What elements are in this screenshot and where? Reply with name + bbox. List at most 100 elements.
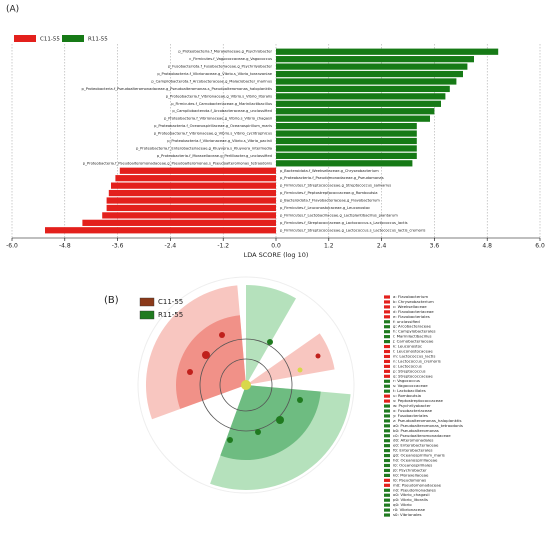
root-node bbox=[241, 380, 251, 390]
key-label: l0: Pseudomonas bbox=[393, 477, 426, 482]
key-swatch bbox=[384, 335, 390, 339]
key-swatch bbox=[384, 379, 390, 383]
key-label: q: Streptococcaceae bbox=[393, 373, 433, 378]
key-label: a0: Pseudoalteromonas_tetraodonis bbox=[393, 423, 463, 428]
bar bbox=[115, 175, 277, 182]
bar bbox=[276, 115, 430, 122]
key-label: q0: Vibrio bbox=[393, 502, 412, 507]
node bbox=[297, 367, 303, 373]
key-swatch bbox=[384, 463, 390, 468]
key-swatch bbox=[384, 349, 390, 354]
key-label: j0: Psychrobacter bbox=[392, 467, 427, 472]
key-swatch bbox=[384, 399, 390, 403]
bar bbox=[276, 160, 413, 167]
category-label: p_Proteobacteria.f_Oceanospirillaceae.g_… bbox=[154, 124, 272, 128]
key-swatch bbox=[384, 344, 390, 349]
key-swatch bbox=[384, 409, 390, 413]
key-swatch bbox=[384, 369, 390, 373]
key-swatch bbox=[384, 359, 390, 364]
key-swatch bbox=[384, 310, 390, 314]
key-label: c0: Pseudoalteromonadaceae bbox=[393, 433, 451, 438]
bar bbox=[276, 63, 468, 70]
bar bbox=[82, 219, 277, 226]
node bbox=[202, 351, 210, 359]
key-swatch bbox=[384, 439, 390, 443]
key-label: m0: Pseudomonadaceae bbox=[393, 482, 442, 487]
x-tick-label: 3.6 bbox=[430, 243, 440, 250]
key-label: a: Flavobacterium bbox=[393, 294, 428, 299]
key-swatch bbox=[384, 498, 390, 502]
key-label: n: Lactococcus_cremoris bbox=[393, 358, 441, 363]
key-swatch bbox=[384, 320, 390, 324]
key-swatch bbox=[384, 305, 390, 309]
bar bbox=[276, 100, 441, 107]
bar bbox=[45, 227, 276, 234]
key-label: o0: Vibrio_chagasii bbox=[393, 492, 430, 497]
category-label: p_Proteobacteria.f_Vibrionaceae.g_Vibrio… bbox=[157, 72, 272, 76]
key-label: l: Leuconostocaceae bbox=[393, 349, 433, 354]
legend-label: R11-55 bbox=[88, 37, 108, 43]
key-label: u: Romboutsia bbox=[393, 393, 422, 398]
key-swatch bbox=[384, 508, 390, 512]
key-label: k0: Moraxellaceae bbox=[393, 472, 429, 477]
key-label: s: Vagococcaceae bbox=[393, 383, 428, 388]
legend-swatch bbox=[62, 35, 84, 42]
bar bbox=[276, 108, 435, 115]
key-swatch bbox=[384, 483, 390, 487]
key-swatch bbox=[384, 488, 390, 492]
key-swatch bbox=[384, 503, 390, 507]
category-label: p_Firmicutes.f_Lactobacillaceae.g_Lactip… bbox=[280, 213, 398, 217]
category-label: c_Firmicutes.f_Vagococcaceae.g_Vagococcu… bbox=[189, 57, 272, 61]
key-swatch bbox=[384, 394, 390, 398]
key-swatch bbox=[384, 429, 390, 433]
bar bbox=[276, 85, 450, 93]
category-label: p_Proteobacteria.f_Vibrionaceae.g_Vibrio… bbox=[166, 94, 272, 98]
x-tick-label: -3.6 bbox=[112, 243, 124, 250]
key-label: f0: Enterobacterales bbox=[393, 448, 433, 453]
category-label: p_Firmicutes.f_Peptostreptococcaceae.g_R… bbox=[280, 191, 378, 195]
category-label: p_Proteobacteria.f_Pseudoalteromonadacea… bbox=[83, 161, 272, 165]
key-label: r: Vagococcus bbox=[393, 378, 420, 383]
category-label: p_Bacteroidota.f_Weeksellaceae.g_Chryseo… bbox=[280, 169, 379, 173]
key-swatch bbox=[384, 340, 390, 344]
key-swatch bbox=[384, 354, 390, 359]
bar bbox=[276, 137, 417, 145]
key-label: d0: Alteromonadales bbox=[393, 438, 433, 443]
clade-sector bbox=[220, 385, 321, 461]
category-label: p_Proteobacteria.f_Vibrionaceae.g_Vibrio… bbox=[154, 132, 272, 136]
key-swatch bbox=[384, 458, 390, 463]
bar bbox=[276, 78, 457, 85]
node bbox=[227, 437, 233, 443]
key-swatch bbox=[384, 493, 390, 497]
category-label: p_Proteobacteria.f_Vibrionaceae.g_Vibrio… bbox=[164, 117, 272, 121]
bar bbox=[276, 145, 417, 152]
node bbox=[187, 369, 193, 375]
panel-label: (A) bbox=[6, 5, 19, 15]
key-swatch bbox=[384, 295, 390, 299]
key-swatch bbox=[384, 453, 390, 458]
category-label: p_Firmicutes.f_Streptococcaceae.g_Lactoc… bbox=[280, 228, 425, 232]
key-swatch bbox=[384, 513, 390, 517]
key-swatch bbox=[384, 404, 390, 408]
key-swatch bbox=[384, 424, 390, 428]
category-label: p_Bacteroidota.f_Flavobacteriaceae.g_Fla… bbox=[280, 199, 380, 203]
key-label: c: Weeksellaceae bbox=[393, 304, 427, 309]
key-label: m: Lactococcus_lactis bbox=[393, 353, 435, 358]
key-label: w: Psychrilyobacter bbox=[393, 403, 431, 408]
key-label: p0: Vibrio_litoralis bbox=[393, 497, 428, 502]
legend-swatch bbox=[139, 310, 155, 320]
x-tick-label: 0.0 bbox=[271, 243, 281, 250]
x-tick-label: -4.8 bbox=[59, 243, 71, 250]
key-swatch bbox=[384, 444, 390, 448]
legend-swatch bbox=[14, 35, 36, 42]
category-label: p_Proteobacteria.f_Pseudomonadaceae.g_Ps… bbox=[280, 176, 384, 180]
clade-sector bbox=[246, 333, 335, 385]
key-label: i0: Oceanospirillales bbox=[393, 462, 432, 467]
key-label: e: Flavobacteriales bbox=[393, 314, 430, 319]
x-tick-label: 2.4 bbox=[377, 243, 387, 250]
key-swatch bbox=[384, 449, 390, 453]
bar bbox=[276, 70, 463, 78]
legend-label: R11-55 bbox=[158, 311, 183, 319]
bar bbox=[119, 167, 276, 174]
